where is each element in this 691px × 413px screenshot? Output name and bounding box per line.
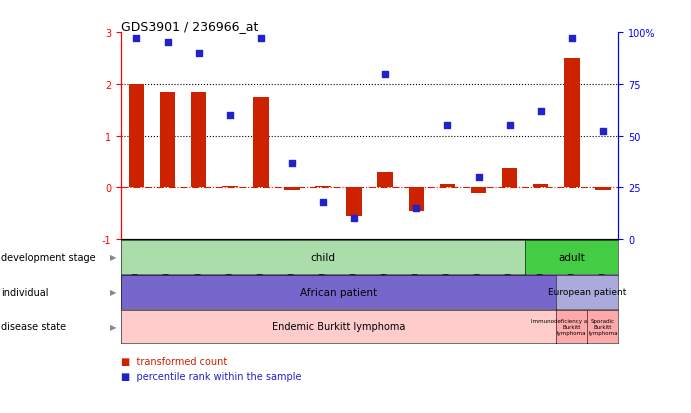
Bar	[222, 187, 238, 188]
Point	[535, 108, 546, 115]
Point	[224, 112, 235, 119]
Bar	[253, 97, 269, 188]
Text: adult: adult	[558, 252, 585, 262]
Point	[349, 216, 360, 222]
Bar	[564, 59, 580, 188]
Bar	[284, 188, 300, 190]
Bar	[129, 85, 144, 188]
Bar	[191, 93, 207, 188]
Text: individual: individual	[1, 287, 48, 297]
Point	[442, 123, 453, 129]
Text: disease state: disease state	[1, 322, 66, 332]
Point	[504, 123, 515, 129]
Text: Immunodeficiency associated
Burkitt
lymphoma: Immunodeficiency associated Burkitt lymp…	[531, 318, 613, 335]
Text: European patient: European patient	[548, 287, 627, 297]
Point	[566, 36, 577, 43]
Bar	[533, 184, 549, 188]
Bar	[160, 93, 176, 188]
Point	[317, 199, 329, 206]
Text: ▶: ▶	[110, 322, 116, 331]
Point	[193, 50, 205, 57]
Point	[380, 71, 391, 78]
Bar	[315, 187, 331, 188]
Bar	[502, 169, 518, 188]
Point	[286, 160, 297, 166]
Text: ▶: ▶	[110, 253, 116, 262]
Text: Endemic Burkitt lymphoma: Endemic Burkitt lymphoma	[272, 322, 406, 332]
Text: ■  transformed count: ■ transformed count	[121, 356, 227, 366]
Point	[162, 40, 173, 47]
Point	[597, 129, 608, 135]
Bar	[439, 184, 455, 188]
Point	[473, 174, 484, 181]
Point	[410, 205, 422, 212]
Bar	[346, 188, 362, 216]
Point	[131, 36, 142, 43]
Text: GDS3901 / 236966_at: GDS3901 / 236966_at	[121, 20, 258, 33]
Text: African patient: African patient	[300, 287, 377, 297]
Text: Sporadic
Burkitt
lymphoma: Sporadic Burkitt lymphoma	[588, 318, 618, 335]
Text: ▶: ▶	[110, 287, 116, 297]
Bar	[471, 188, 486, 193]
Text: ■  percentile rank within the sample: ■ percentile rank within the sample	[121, 371, 301, 381]
Bar	[408, 188, 424, 211]
Point	[256, 36, 267, 43]
Text: child: child	[310, 252, 336, 262]
Bar	[595, 188, 611, 190]
Bar	[377, 173, 393, 188]
Text: development stage: development stage	[1, 252, 95, 262]
